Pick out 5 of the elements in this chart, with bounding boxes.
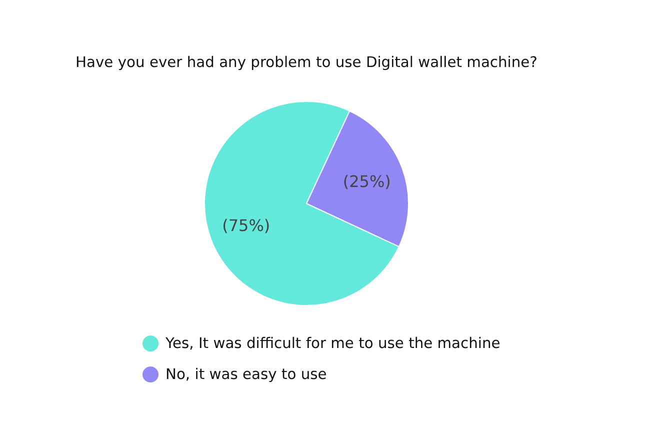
legend-label: No, it was easy to use — [166, 366, 327, 383]
legend-label: Yes, It was difficult for me to use the machine — [164, 335, 500, 352]
chart-title: Have you ever had any problem to use Digital wallet machine? — [76, 54, 538, 71]
data-label: (75%) — [222, 216, 270, 235]
data-label: (25%) — [342, 172, 391, 192]
